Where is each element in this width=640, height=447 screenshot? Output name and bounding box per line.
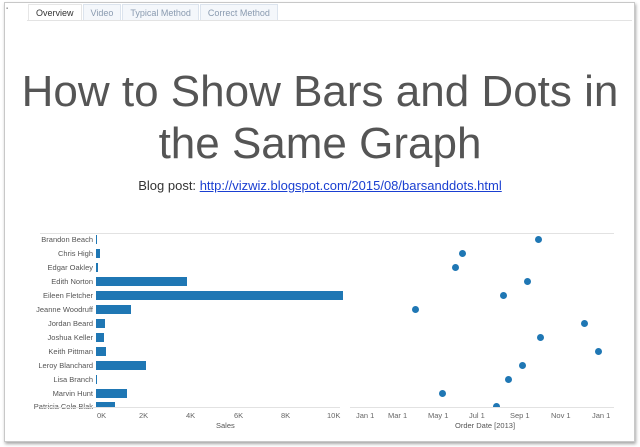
order-date-dot[interactable] [505,376,512,383]
order-date-dot[interactable] [524,278,531,285]
sales-bar[interactable] [96,402,115,408]
tab-video[interactable]: Video [82,4,122,21]
tab-correct-method[interactable]: Correct Method [199,4,278,21]
order-date-dot[interactable] [412,306,419,313]
date-tick: Jan 1 [356,411,375,420]
row-label: Marvin Hunt [52,389,93,398]
order-date-dot[interactable] [595,348,602,355]
date-tick: Nov 1 [551,411,571,420]
blog-post-line: Blog post: http://vizwiz.blogspot.com/20… [0,178,640,193]
row-label: Jeanne Woodruff [36,305,93,314]
sales-bar[interactable] [96,347,106,356]
row-label: Edgar Oakley [47,263,93,272]
row-label: Joshua Keller [47,333,93,342]
sales-bar[interactable] [96,277,187,286]
sales-bar[interactable] [96,235,97,244]
order-date-dot[interactable] [519,362,526,369]
blog-post-link[interactable]: http://vizwiz.blogspot.com/2015/08/barsa… [199,178,502,193]
order-date-dot[interactable] [493,403,500,407]
bars-and-dots-chart: Brandon Beach Chris High Edgar Oakley Ed… [0,230,640,440]
row-label: Brandon Beach [41,235,93,244]
blog-post-label: Blog post: [138,178,197,193]
date-tick: Jan 1 [592,411,611,420]
sales-tick: 6K [234,411,244,420]
sales-bar[interactable] [96,305,131,314]
sales-bar[interactable] [96,249,100,258]
sales-bar[interactable] [96,319,105,328]
sales-axis-line [40,407,340,408]
order-date-dot[interactable] [439,390,446,397]
sales-tick: 2K [139,411,149,420]
sales-tick: 8K [281,411,291,420]
row-label: Lisa Branch [53,375,93,384]
row-label: Leroy Blanchard [38,361,93,370]
order-date-dot[interactable] [500,292,507,299]
sales-bar[interactable] [96,333,104,342]
date-axis-line [350,407,614,408]
order-date-dot[interactable] [452,264,459,271]
date-axis-title: Order Date [2013] [455,421,516,430]
date-tick: May 1 [428,411,449,420]
row-label: Jordan Beard [47,319,93,328]
order-date-dot[interactable] [459,250,466,257]
sales-bar[interactable] [96,361,146,370]
tab-bar-corner-icon: ▪ [6,6,9,12]
chart-top-line [40,233,614,234]
date-tick: Jul 1 [469,411,485,420]
order-date-dot[interactable] [535,236,542,243]
date-tick: Sep 1 [510,411,530,420]
tab-typical-method[interactable]: Typical Method [122,4,199,21]
row-label: Patricia Cole Blak [33,402,93,409]
tab-divider [27,20,632,21]
sales-bar[interactable] [96,263,98,272]
title-line-2: the Same Graph [158,119,482,168]
sales-bar[interactable] [96,291,343,300]
row-label: Edith Norton [51,277,93,286]
order-date-dot[interactable] [581,320,588,327]
tab-overview[interactable]: Overview [28,4,82,21]
row-label: Keith Pittman [48,347,93,356]
page-title: How to Show Bars and Dots in the Same Gr… [0,66,640,170]
sales-tick: 4K [186,411,196,420]
order-date-dot[interactable] [537,334,544,341]
tab-bar: ▪ Overview Video Typical Method Correct … [6,4,279,21]
sales-bar[interactable] [96,375,97,384]
row-label: Eileen Fletcher [42,291,93,300]
sales-bar[interactable] [96,389,127,398]
date-tick: Mar 1 [388,411,408,420]
sales-tick: 0K [97,411,107,420]
title-line-1: How to Show Bars and Dots in [21,67,619,116]
sales-tick: 10K [327,411,341,420]
row-label: Chris High [57,249,93,258]
sales-axis-title: Sales [216,421,235,430]
